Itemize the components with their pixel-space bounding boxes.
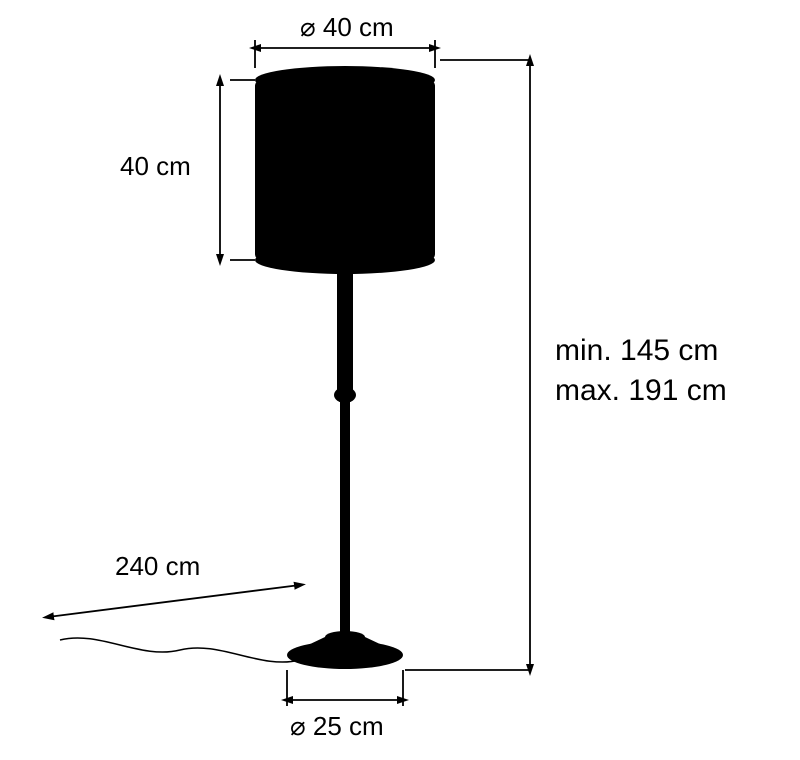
label-shade-height: 40 cm xyxy=(120,151,191,181)
label-height-min: min. 145 cm xyxy=(555,334,718,367)
label-base-diameter: ⌀ 25 cm xyxy=(290,711,384,741)
lamp-cord xyxy=(60,638,300,662)
label-shade-diameter: ⌀ 40 cm xyxy=(300,12,394,42)
dim-cord-length xyxy=(48,585,300,617)
label-cord-length: 240 cm xyxy=(115,551,200,581)
label-height-max: max. 191 cm xyxy=(555,374,727,407)
